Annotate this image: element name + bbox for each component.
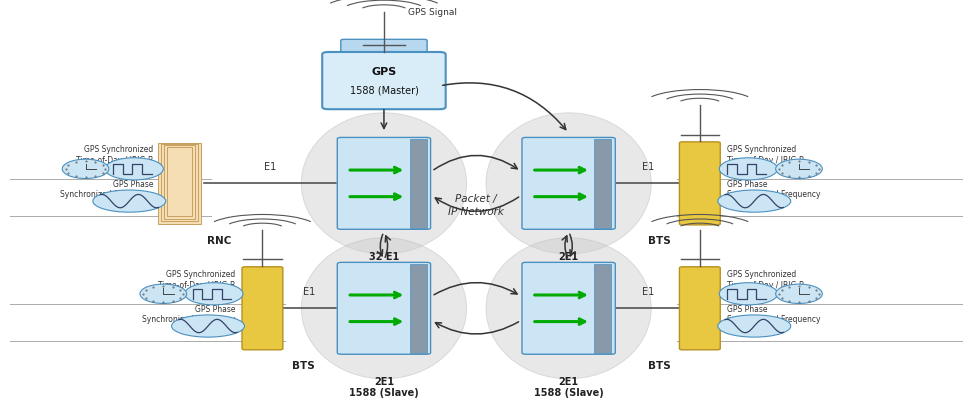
Text: 1588 (Master): 1588 (Master) (350, 86, 418, 96)
Text: GPS Phase: GPS Phase (194, 305, 235, 314)
Text: GPS Signal: GPS Signal (408, 8, 457, 17)
Text: Packet /
IP Network: Packet / IP Network (448, 194, 504, 217)
Ellipse shape (93, 190, 165, 212)
Ellipse shape (301, 113, 467, 254)
Text: Synchronized Frequency: Synchronized Frequency (142, 315, 235, 324)
Ellipse shape (486, 113, 651, 254)
Text: Synchronized Frequency: Synchronized Frequency (727, 315, 820, 324)
Ellipse shape (719, 283, 778, 305)
Text: Time-of-Day / IRIG-B: Time-of-Day / IRIG-B (77, 156, 154, 165)
Bar (594, 264, 611, 353)
FancyBboxPatch shape (242, 267, 283, 350)
Ellipse shape (717, 315, 791, 337)
Text: Time-of-Day / IRIG-B: Time-of-Day / IRIG-B (727, 156, 804, 165)
Text: E1: E1 (642, 162, 654, 172)
Circle shape (776, 159, 822, 179)
Text: Time-of-Day / IRIG-B: Time-of-Day / IRIG-B (158, 281, 235, 290)
Ellipse shape (717, 190, 791, 212)
Bar (409, 264, 427, 353)
Ellipse shape (105, 158, 163, 180)
Circle shape (140, 284, 187, 303)
Text: GPS Synchronized: GPS Synchronized (727, 145, 796, 154)
Ellipse shape (301, 238, 467, 379)
Text: BTS: BTS (648, 236, 671, 246)
Bar (158, 143, 201, 224)
FancyBboxPatch shape (679, 267, 720, 350)
Text: 2E1
1588 (Slave): 2E1 1588 (Slave) (534, 252, 604, 274)
Text: GPS Phase: GPS Phase (727, 180, 768, 189)
Text: GPS Synchronized: GPS Synchronized (85, 145, 154, 154)
FancyBboxPatch shape (341, 39, 427, 56)
Text: GPS Synchronized: GPS Synchronized (727, 270, 796, 279)
FancyBboxPatch shape (522, 262, 615, 354)
Text: RNC: RNC (206, 236, 231, 246)
Text: GPS: GPS (371, 67, 397, 77)
FancyBboxPatch shape (679, 142, 720, 225)
Text: 2E1
1588 (Slave): 2E1 1588 (Slave) (349, 377, 419, 399)
FancyBboxPatch shape (522, 137, 615, 229)
Ellipse shape (171, 315, 245, 337)
Ellipse shape (486, 238, 651, 379)
Ellipse shape (185, 283, 243, 305)
Text: E1: E1 (303, 287, 316, 297)
FancyBboxPatch shape (337, 262, 431, 354)
Bar (161, 144, 198, 221)
Text: E1: E1 (642, 287, 654, 297)
Text: GPS Phase: GPS Phase (727, 305, 768, 314)
Ellipse shape (719, 158, 778, 180)
FancyBboxPatch shape (337, 137, 431, 229)
Text: 2E1
1588 (Slave): 2E1 1588 (Slave) (534, 377, 604, 399)
Text: BTS: BTS (648, 361, 671, 371)
Text: GPS Phase: GPS Phase (113, 180, 154, 189)
Text: E1: E1 (264, 162, 276, 172)
Bar (594, 139, 611, 228)
Bar (409, 139, 427, 228)
Bar (167, 147, 192, 216)
Bar (164, 145, 195, 219)
Text: BTS: BTS (292, 361, 314, 371)
Circle shape (62, 159, 109, 179)
Text: GPS Synchronized: GPS Synchronized (166, 270, 235, 279)
Circle shape (776, 284, 822, 303)
Text: Synchronized Frequency: Synchronized Frequency (727, 190, 820, 199)
FancyBboxPatch shape (323, 52, 445, 109)
Text: Synchronized Frequency: Synchronized Frequency (60, 190, 154, 199)
Text: Time-of-Day / IRIG-B: Time-of-Day / IRIG-B (727, 281, 804, 290)
Text: 32 E1
TDMoIP: 32 E1 TDMoIP (364, 252, 404, 274)
